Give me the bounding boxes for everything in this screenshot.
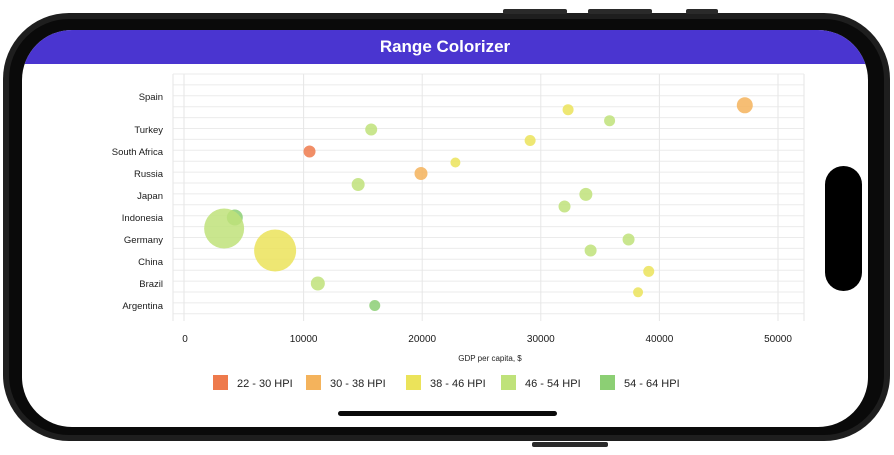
legend-swatch [306,375,321,390]
chart-grid [172,73,805,321]
legend-item: 38 - 46 HPI [406,375,486,390]
bubble-series [204,97,753,311]
x-tick-label: 0 [182,334,188,345]
legend-label: 22 - 30 HPI [237,378,293,390]
bubble-point [414,167,428,180]
x-axis-labels: 0 10000 20000 30000 40000 50000 [182,334,792,345]
legend-label: 54 - 64 HPI [624,378,680,390]
y-tick-label: Turkey [134,125,163,136]
power-button [532,442,608,447]
volume-up-button [503,9,567,14]
y-tick-label: Argentina [122,301,163,312]
bubble-point [579,187,593,201]
legend-swatch [406,375,421,390]
x-tick-label: 30000 [527,334,555,345]
bubble-point [524,135,536,146]
bubble-point [369,300,381,311]
side-button [686,9,718,14]
y-tick-label: Brazil [139,279,163,290]
bubble-point [622,233,635,246]
bubble-point [562,104,574,116]
bubble-point [310,276,325,291]
legend-swatch [501,375,516,390]
y-tick-label: Indonesia [122,213,164,224]
bubble-point [736,97,753,114]
x-axis-title: GDP per capita, $ [458,354,522,363]
y-tick-label: South Africa [112,147,164,158]
legend-item: 30 - 38 HPI [306,375,386,390]
bubble-point [303,145,316,158]
bubble-point [633,287,644,298]
y-tick-label: Japan [137,191,163,202]
dynamic-island [825,166,862,291]
x-tick-label: 10000 [290,334,318,345]
bubble-point [558,200,571,213]
x-tick-label: 50000 [764,334,792,345]
volume-down-button [588,9,652,14]
legend-label: 30 - 38 HPI [330,378,386,390]
home-indicator[interactable] [338,411,557,416]
legend-label: 38 - 46 HPI [430,378,486,390]
bubble-point [204,208,245,249]
bubble-point [450,157,461,168]
legend-swatch [600,375,615,390]
bubble-point [643,265,655,277]
legend-swatch [213,375,228,390]
y-tick-label: Russia [134,169,164,180]
legend-item: 46 - 54 HPI [501,375,581,390]
x-tick-label: 20000 [408,334,436,345]
legend-item: 22 - 30 HPI [213,375,293,390]
legend-label: 46 - 54 HPI [525,378,581,390]
y-tick-label: Germany [124,235,163,246]
x-tick-label: 40000 [645,334,673,345]
bubble-point [254,229,297,272]
legend: 22 - 30 HPI 30 - 38 HPI 38 - 46 HPI 46 - 54… [213,375,680,390]
y-axis-labels: Argentina Brazil China Germany Indonesia Japa… [112,92,164,312]
bubble-point [604,115,616,127]
app-header: Range Colorizer [22,30,868,64]
app-title: Range Colorizer [379,37,511,56]
y-tick-label: Spain [139,92,163,103]
bubble-point [365,123,378,136]
legend-item: 54 - 64 HPI [600,375,680,390]
y-tick-label: China [138,257,164,268]
bubble-point [584,244,597,257]
bubble-point [351,178,365,191]
